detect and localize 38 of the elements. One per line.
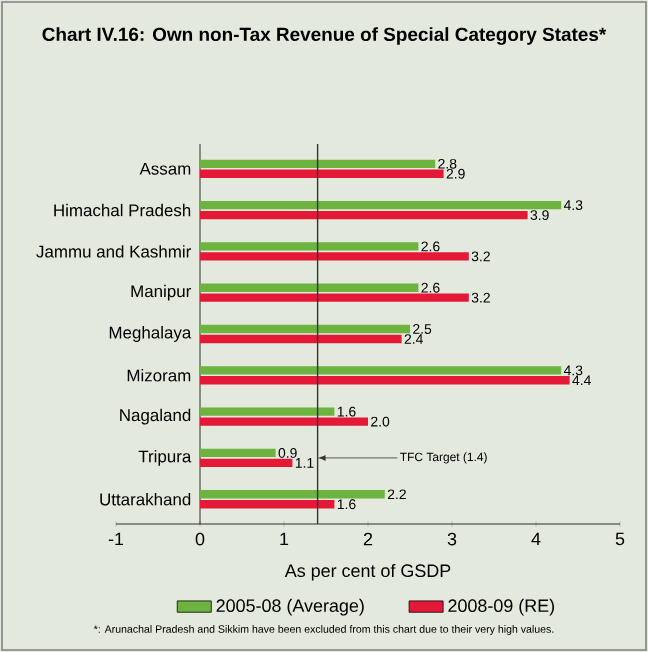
x-tick-label: 0 [195, 532, 205, 546]
bar [200, 293, 469, 302]
bar [200, 458, 293, 468]
bar [200, 324, 410, 334]
bar [200, 366, 562, 375]
bar [200, 169, 444, 178]
bar [200, 448, 276, 458]
x-tick-label: 3 [447, 532, 457, 546]
bar [200, 417, 368, 426]
bar [200, 210, 528, 220]
y-tick-label: Nagaland [120, 408, 191, 425]
bar [200, 283, 419, 292]
bar [200, 376, 570, 385]
y-tick-label: Himachal Pradesh [54, 203, 191, 217]
x-tick-label: -1 [108, 532, 124, 546]
y-tick-label: Tripura [138, 450, 192, 466]
bar [200, 407, 335, 416]
legend-label: 2008-09 (RE) [448, 598, 555, 616]
y-tick-label: Uttarakhand [100, 492, 191, 506]
bar [200, 200, 562, 210]
x-axis-title: As per cent of GSDP [284, 563, 451, 581]
y-tick-label: Mizoram [127, 369, 191, 382]
bar [200, 490, 385, 499]
bar [200, 500, 335, 509]
y-tick-label: Jammu and Kashmir [36, 245, 191, 258]
bar [200, 334, 402, 344]
bar [200, 252, 469, 261]
x-tick-label: 4 [531, 532, 541, 546]
bar [200, 159, 436, 168]
chart-title: Chart IV.16: Own non-Tax Revenue of Special Category States* [42, 27, 607, 45]
y-tick-label: Assam [139, 162, 191, 175]
y-tick-label: Meghalaya [109, 326, 192, 342]
x-tick-label: 5 [615, 532, 625, 546]
legend-label: 2005-08 (Average) [216, 598, 364, 616]
bar [200, 242, 419, 251]
x-tick-label: 2 [363, 532, 373, 546]
x-tick-label: 1 [280, 532, 289, 546]
y-tick-label: Manipur [131, 284, 191, 301]
